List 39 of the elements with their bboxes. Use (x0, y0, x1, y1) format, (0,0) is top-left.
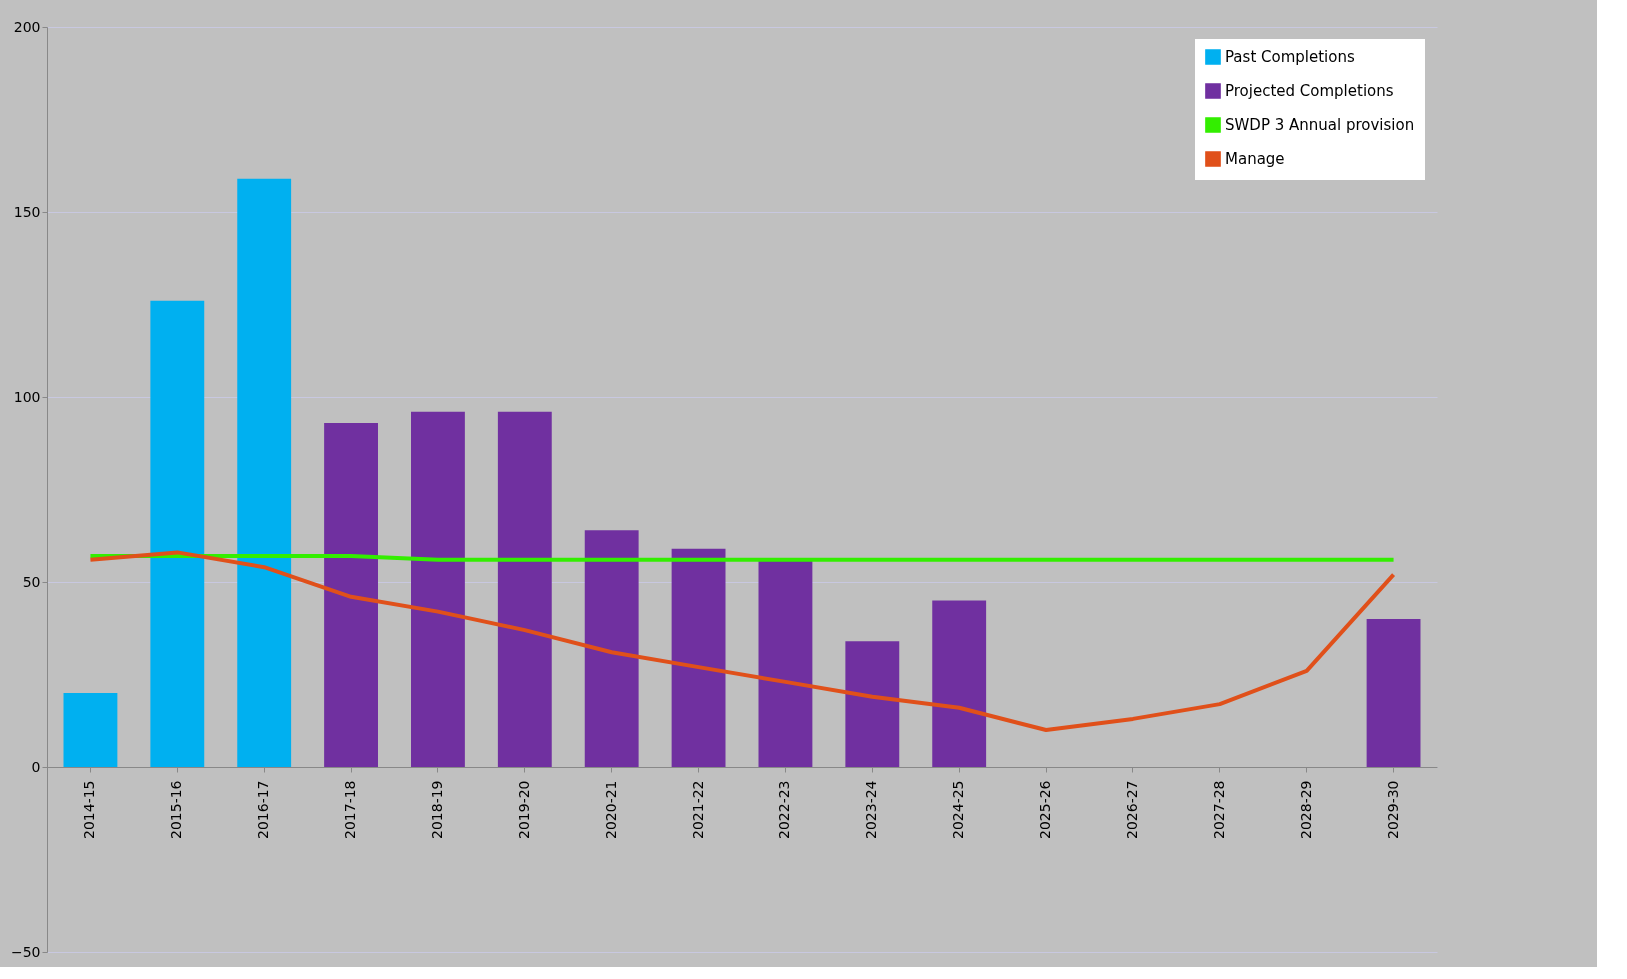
x-tick-label: 2025-26 (1037, 780, 1054, 839)
y-tick-label: 100 (13, 388, 41, 405)
line-series (88, 550, 1396, 732)
x-tick-label: 2017-18 (342, 780, 359, 839)
legend-label: Manage (1225, 150, 1285, 168)
bar (150, 300, 205, 767)
x-tick-label: 2022-23 (776, 780, 793, 839)
legend-label: Past Completions (1225, 48, 1355, 66)
x-tick-label: 2024-25 (950, 780, 967, 839)
x-tick-label: 2028-29 (1297, 780, 1314, 839)
legend-label: Projected Completions (1225, 82, 1394, 100)
x-tick-label: 2018-19 (428, 780, 445, 839)
y-tick-label: 200 (13, 18, 41, 35)
bar (497, 411, 552, 767)
x-tick-label: 2023-24 (863, 780, 880, 839)
x-tick-label: 2016-17 (255, 780, 272, 839)
bar (758, 559, 813, 767)
x-tick-label: 2029-30 (1384, 780, 1401, 839)
x-tick-label: 2019-20 (515, 780, 532, 839)
x-tick-label: 2015-16 (168, 780, 185, 839)
x-tick-label: 2020-21 (602, 780, 619, 839)
legend-label: SWDP 3 Annual provision (1225, 116, 1415, 134)
x-tick-label: 2014-15 (81, 780, 98, 839)
bar (671, 548, 726, 767)
y-tick-label: 150 (13, 203, 41, 220)
x-tick-label: 2021-22 (689, 780, 706, 839)
y-tick-label: −50 (10, 943, 41, 960)
y-tick-label: 50 (22, 573, 41, 590)
bar (845, 641, 900, 767)
bar (1366, 619, 1421, 767)
bar (237, 178, 292, 767)
bar (584, 530, 639, 767)
x-tick-label: 2026-27 (1123, 780, 1140, 839)
bar (932, 600, 987, 767)
bar (411, 411, 465, 767)
x-tick-label: 2027-28 (1210, 780, 1227, 839)
bar (324, 422, 378, 767)
bar (63, 693, 118, 767)
y-tick-label: 0 (31, 758, 41, 775)
